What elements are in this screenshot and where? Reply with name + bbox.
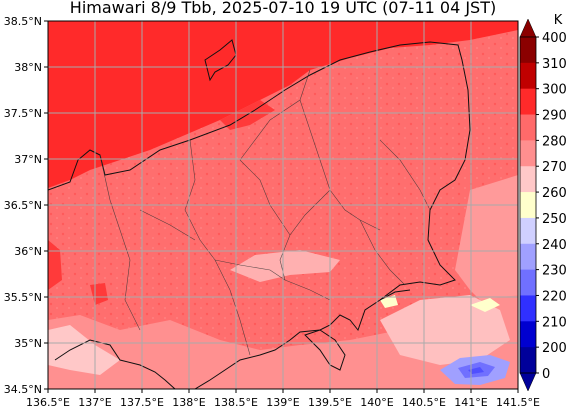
x-tick-label: 140.5°E (402, 396, 446, 409)
y-tick-label: 36°N (14, 245, 42, 258)
colorbar-segment (520, 114, 536, 141)
colorbar-segment (520, 243, 536, 271)
colorbar-level-label: 220 (542, 289, 567, 304)
pale-region-southwest (48, 325, 120, 375)
warm-sea-region (48, 21, 518, 188)
x-tick-label: 141.5°E (496, 396, 540, 409)
colorbar-level-label: 400 (542, 31, 567, 46)
x-tick-label: 136.5°E (26, 396, 70, 409)
y-tick-label: 36.5°N (4, 199, 42, 212)
colorbar-frame (519, 36, 537, 374)
prefecture-boundaries (99, 69, 431, 356)
x-tick-label: 139.5°E (308, 396, 352, 409)
y-tick-label: 34.5°N (4, 383, 42, 396)
colorbar-level-label: 230 (542, 264, 567, 279)
colorbar-segment (520, 295, 536, 322)
colorbar-level-label: 0 (542, 367, 550, 382)
brightness-temperature-field (48, 21, 518, 389)
y-tick-label: 37.5°N (4, 107, 42, 120)
pink-region-center (230, 250, 340, 282)
colorbar-segment (520, 321, 536, 348)
colorbar-segment (520, 217, 536, 245)
gridlines (48, 21, 518, 389)
colorbar-level-label: 300 (542, 83, 567, 98)
pink-region-south (48, 295, 518, 389)
colorbar-level-label: 250 (542, 212, 567, 227)
x-tick-label: 137°E (78, 396, 111, 409)
colorbar-segment (520, 166, 536, 193)
colorbar-level-label: 290 (542, 109, 567, 124)
colorbar-segment (520, 140, 536, 167)
yellow-patch-2 (380, 295, 398, 308)
colorbar-level-label: 200 (542, 341, 567, 356)
cold-cloud-core (468, 367, 484, 374)
y-tick-label: 38°N (14, 61, 42, 74)
colorbar-labels: 400 310 300 290 280 270 260 250 240 230 220 210 200 0 (536, 31, 567, 382)
x-axis-ticks: 136.5°E 137°E 137.5°E 138°E 138.5°E 139°E 139.… (26, 389, 540, 409)
y-tick-label: 38.5°N (4, 15, 42, 28)
x-tick-label: 140°E (360, 396, 393, 409)
colorbar-segment (520, 192, 536, 219)
colorbar-segment (520, 62, 536, 90)
colorbar-extend-bottom (519, 372, 537, 392)
x-tick-label: 141°E (454, 396, 487, 409)
colorbar-extend-top (519, 18, 537, 38)
colorbar-segment (520, 37, 536, 64)
colorbar (519, 18, 537, 392)
yellow-patch-1 (470, 298, 500, 312)
colorbar-level-label: 280 (542, 134, 567, 149)
colorbar-segment (520, 347, 536, 374)
x-tick-label: 137.5°E (120, 396, 164, 409)
x-tick-label: 139°E (266, 396, 299, 409)
map-title: Himawari 8/9 Tbb, 2025-07-10 19 UTC (07-… (69, 0, 497, 17)
colorbar-segment (520, 88, 536, 116)
colorbar-unit: K (554, 13, 563, 28)
warm-left-edge (48, 240, 62, 290)
colorbar-segment (520, 269, 536, 296)
x-tick-label: 138°E (172, 396, 205, 409)
x-tick-label: 138.5°E (214, 396, 258, 409)
coastlines (48, 39, 471, 389)
colorbar-level-label: 260 (542, 186, 567, 201)
colorbar-level-label: 240 (542, 238, 567, 253)
y-tick-label: 35.5°N (4, 291, 42, 304)
colorbar-level-label: 210 (542, 315, 567, 330)
y-tick-label: 37°N (14, 153, 42, 166)
colorbar-level-label: 310 (542, 57, 567, 72)
colorbar-level-label: 270 (542, 160, 567, 175)
y-tick-label: 35°N (14, 337, 42, 350)
pale-region-south (380, 295, 510, 365)
y-axis-ticks: 38.5°N 38°N 37.5°N 37°N 36.5°N 36°N 35.5°N 35°N… (4, 15, 48, 396)
